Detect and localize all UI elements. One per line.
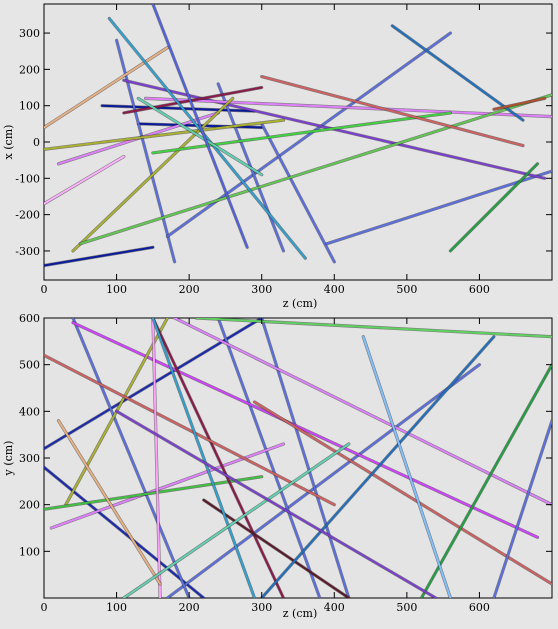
ytick-label-bottom: 300 xyxy=(19,452,40,465)
track-top-0 xyxy=(44,246,154,267)
ytick-label-top: -300 xyxy=(15,245,40,258)
track-top-18 xyxy=(108,17,307,260)
track-top-20 xyxy=(151,4,249,249)
track-bottom-21 xyxy=(420,363,552,598)
xtick-label-bottom: 400 xyxy=(324,601,345,614)
xtick-label-bottom: 500 xyxy=(396,601,417,614)
ytick-label-bottom: 500 xyxy=(19,359,40,372)
xtick-label-top: 200 xyxy=(179,283,200,296)
track-top-19 xyxy=(137,97,263,176)
track-top-15 xyxy=(122,86,263,114)
track-bottom-3 xyxy=(72,318,191,598)
ytick-label-top: 100 xyxy=(19,100,40,113)
track-top-22 xyxy=(391,24,524,122)
track-top-13 xyxy=(79,93,552,245)
xtick-label-bottom: 600 xyxy=(469,601,490,614)
track-bottom-22 xyxy=(115,410,437,598)
xtick-label-top: 300 xyxy=(251,283,272,296)
ylabel-bottom: y (cm) xyxy=(2,441,15,477)
track-bottom-23 xyxy=(362,335,452,598)
axes-top: 0 100 200 300 400 500 600 -300 -200 -100 0 100 200 30… xyxy=(15,4,552,296)
tracks-bottom xyxy=(44,318,552,598)
track-bottom-15 xyxy=(253,401,552,585)
axes-bottom: 0 100 200 300 400 500 600 100 200 300 400 500 600 xyxy=(19,312,552,614)
xtick-label-top: 400 xyxy=(324,283,345,296)
track-top-7 xyxy=(326,170,552,245)
ytick-label-top: -200 xyxy=(15,209,40,222)
ytick-label-bottom: 200 xyxy=(19,499,40,512)
track-top-14 xyxy=(151,111,452,154)
track-top-3 xyxy=(115,39,176,263)
track-bottom-13 xyxy=(202,499,350,598)
ylabel-top: x (cm) xyxy=(2,125,15,160)
track-top-9 xyxy=(144,97,552,118)
track-top-24 xyxy=(492,97,546,111)
track-bottom-20 xyxy=(260,335,495,598)
track-top-12 xyxy=(72,97,234,252)
xtick-label-bottom: 0 xyxy=(41,601,48,614)
track-top-21 xyxy=(44,155,125,205)
track-top-17 xyxy=(44,46,169,129)
track-top-11 xyxy=(44,119,285,151)
ytick-label-top: 300 xyxy=(19,27,40,40)
track-bottom-17 xyxy=(57,419,162,585)
xtick-label-top: 500 xyxy=(396,283,417,296)
tracks-top xyxy=(44,4,552,268)
track-bottom-18 xyxy=(151,318,256,598)
xtick-label-bottom: 100 xyxy=(106,601,127,614)
ytick-label-top: -100 xyxy=(15,172,40,185)
track-bottom-1 xyxy=(44,466,205,598)
track-bottom-14 xyxy=(44,354,336,506)
track-bottom-19 xyxy=(122,443,350,598)
xtick-label-top: 100 xyxy=(106,283,127,296)
track-bottom-12 xyxy=(151,318,285,598)
xtick-label-bottom: 300 xyxy=(251,601,272,614)
ytick-label-bottom: 400 xyxy=(19,405,40,418)
track-bottom-11 xyxy=(195,318,552,338)
track-top-16 xyxy=(260,75,524,147)
track-bottom-2 xyxy=(166,363,481,598)
track-bottom-6 xyxy=(72,321,539,539)
ytick-label-top: 200 xyxy=(19,63,40,76)
xtick-label-top: 0 xyxy=(41,283,48,296)
track-bottom-10 xyxy=(44,475,263,511)
xlabel-bottom: z (cm) xyxy=(283,607,317,620)
track-bottom-8 xyxy=(173,318,552,506)
panel-top: 0 100 200 300 400 500 600 -300 -200 -100 0 100 200 30… xyxy=(2,3,553,310)
ytick-label-top: 0 xyxy=(33,136,40,149)
xlabel-top: z (cm) xyxy=(283,297,317,310)
track-bottom-16 xyxy=(151,318,162,598)
track-bottom-5 xyxy=(260,318,350,598)
xtick-label-bottom: 200 xyxy=(179,601,200,614)
panel-bottom: 0 100 200 300 400 500 600 100 200 300 400 500 600 z … xyxy=(2,312,553,620)
track-top-23 xyxy=(449,162,539,252)
xtick-label-top: 600 xyxy=(469,283,490,296)
ytick-label-bottom: 600 xyxy=(19,312,40,325)
ytick-label-bottom: 100 xyxy=(19,545,40,558)
track-top-6 xyxy=(260,122,336,263)
track-bottom-24 xyxy=(492,419,552,598)
